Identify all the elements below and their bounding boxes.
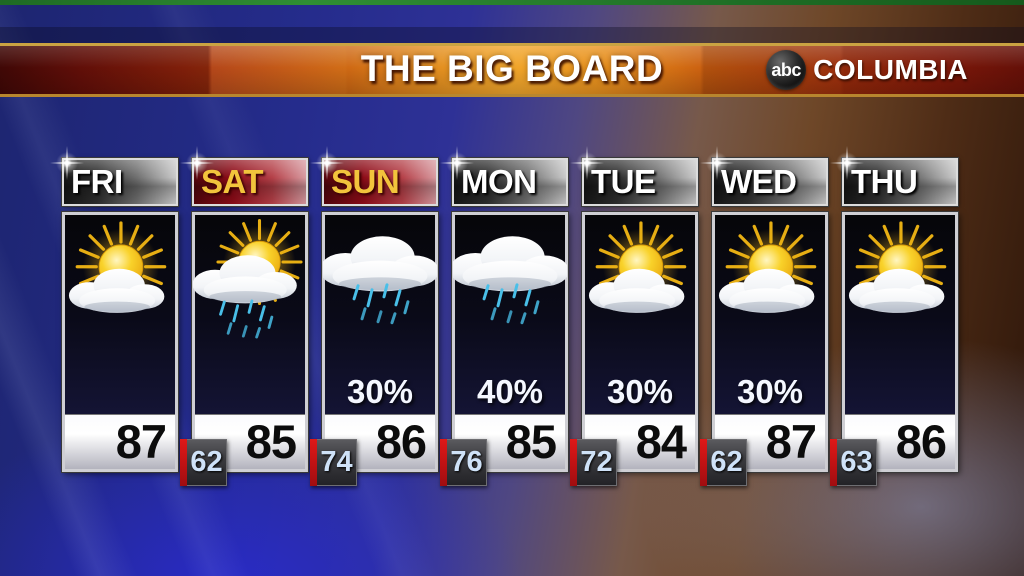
day-label: SUN xyxy=(331,163,400,200)
day-label: FRI xyxy=(71,163,123,200)
low-temp-badge: 74 xyxy=(310,439,357,486)
mostly-sunny-icon xyxy=(843,217,957,345)
red-stripe xyxy=(700,439,707,486)
high-temp-strip: 85 xyxy=(455,414,565,469)
day-label: TUE xyxy=(591,163,656,200)
sparkle-glint-icon xyxy=(310,146,344,180)
page-title: THE BIG BOARD xyxy=(360,48,664,90)
day-label: SAT xyxy=(201,163,264,200)
low-temp: 63 xyxy=(837,439,877,486)
low-temp: 62 xyxy=(707,439,747,486)
high-temp: 84 xyxy=(635,415,687,468)
day-header: MON xyxy=(440,146,568,206)
sparkle-glint-icon xyxy=(700,146,734,180)
sparkle-glint-icon xyxy=(180,146,214,180)
forecast-column-thu: THU 86 xyxy=(830,146,958,498)
day-header: THU xyxy=(830,146,958,206)
day-header: FRI xyxy=(50,146,178,206)
high-temp: 87 xyxy=(115,415,167,468)
sparkle-glint-icon xyxy=(50,146,84,180)
mostly-sunny-icon xyxy=(63,217,177,345)
day-label: WED xyxy=(721,163,797,200)
high-temp-strip: 86 xyxy=(325,414,435,469)
day-panel: 30% 84 xyxy=(582,212,698,472)
low-temp: 74 xyxy=(317,439,357,486)
forecast-column-mon: MON 40% 85 xyxy=(440,146,568,498)
forecast-column-tue: TUE 30% 84 xyxy=(570,146,698,498)
day-panel: 86 xyxy=(842,212,958,472)
rain-showers-icon xyxy=(453,217,567,345)
precip-chance: 40% xyxy=(476,373,544,410)
sun-showers-icon xyxy=(193,217,307,345)
precip-chance: 30% xyxy=(606,373,674,410)
red-stripe xyxy=(570,439,577,486)
day-header: SUN xyxy=(310,146,438,206)
high-temp: 86 xyxy=(895,415,947,468)
low-temp-badge: 62 xyxy=(180,439,227,486)
low-temp-badge: 63 xyxy=(830,439,877,486)
day-panel: 30% 86 xyxy=(322,212,438,472)
sparkle-glint-icon xyxy=(570,146,604,180)
day-panel: 30% 87 xyxy=(712,212,828,472)
banner-sheen xyxy=(0,46,1024,94)
day-panel: 40% 85 xyxy=(452,212,568,472)
forecast-column-sun: SUN 30% 86 xyxy=(310,146,438,498)
top-green-strip xyxy=(0,0,1024,5)
precip-chance: 30% xyxy=(736,373,804,410)
sparkle-glint-icon xyxy=(830,146,864,180)
high-temp-strip: 87 xyxy=(65,414,175,469)
day-panel: 87 xyxy=(62,212,178,472)
day-header: WED xyxy=(700,146,828,206)
low-temp-badge: 76 xyxy=(440,439,487,486)
sparkle-glint-icon xyxy=(440,146,474,180)
red-stripe xyxy=(180,439,187,486)
title-banner: THE BIG BOARD abc COLUMBIA xyxy=(0,43,1024,97)
low-temp: 76 xyxy=(447,439,487,486)
precip-chance: 30% xyxy=(346,373,414,410)
forecast-column-fri: FRI 87 xyxy=(50,146,178,498)
abc-network-icon: abc xyxy=(766,50,807,90)
low-temp-badge: 72 xyxy=(570,439,617,486)
red-stripe xyxy=(310,439,317,486)
day-label: MON xyxy=(461,163,537,200)
high-temp: 86 xyxy=(375,415,427,468)
day-header: TUE xyxy=(570,146,698,206)
rain-showers-icon xyxy=(323,217,437,345)
day-panel: 85 xyxy=(192,212,308,472)
red-stripe xyxy=(440,439,447,486)
mostly-sunny-icon xyxy=(583,217,697,345)
day-label: THU xyxy=(851,163,918,200)
forecast-column-sat: SAT 85 xyxy=(180,146,308,498)
high-temp: 87 xyxy=(765,415,817,468)
mostly-sunny-icon xyxy=(713,217,827,345)
low-temp-badge: 62 xyxy=(700,439,747,486)
high-temp: 85 xyxy=(505,415,557,468)
forecast-board: FRI 87 SAT 85 SUN 30% xyxy=(50,146,958,498)
low-temp: 62 xyxy=(187,439,227,486)
red-stripe xyxy=(830,439,837,486)
high-temp: 85 xyxy=(245,415,297,468)
station-name: COLUMBIA xyxy=(813,54,968,85)
day-header: SAT xyxy=(180,146,308,206)
low-temp: 72 xyxy=(577,439,617,486)
sky-dark-band xyxy=(0,27,1024,44)
station-logo: abc COLUMBIA xyxy=(766,50,968,90)
